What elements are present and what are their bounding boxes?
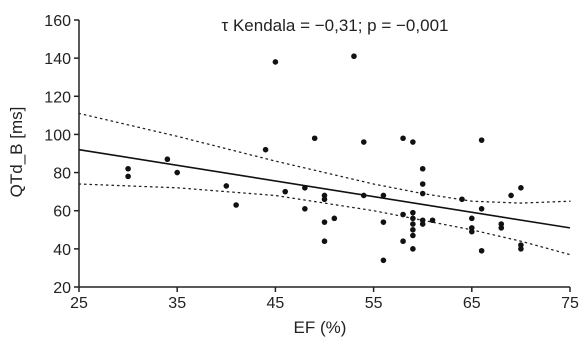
data-point xyxy=(174,169,180,176)
data-point xyxy=(410,209,416,216)
y-tick-label: 100 xyxy=(44,127,71,144)
stats-annotation: τ Kendala = −0,31; p = −0,001 xyxy=(222,16,449,35)
data-point xyxy=(302,206,308,212)
x-tick-label: 55 xyxy=(365,295,383,312)
data-point xyxy=(410,246,416,252)
x-tick-label: 45 xyxy=(267,295,285,312)
y-tick-label: 60 xyxy=(53,204,71,221)
axes xyxy=(74,19,571,292)
data-point xyxy=(321,196,328,203)
x-tick-label: 75 xyxy=(561,295,579,312)
data-point xyxy=(419,181,426,187)
data-point xyxy=(351,53,357,60)
regression xyxy=(78,148,571,229)
data-point xyxy=(419,190,426,197)
data-point xyxy=(380,219,387,225)
regression-line xyxy=(78,148,571,229)
data-point xyxy=(400,211,406,218)
data-point xyxy=(419,165,426,172)
y-tick-label: 20 xyxy=(53,280,71,297)
data-point xyxy=(518,246,524,252)
data-point xyxy=(233,202,239,208)
x-tick-label: 65 xyxy=(463,295,481,312)
data-point xyxy=(410,232,416,239)
x-tick-label: 35 xyxy=(168,295,186,312)
data-point xyxy=(410,221,416,227)
y-tick-label: 160 xyxy=(44,13,71,30)
data-point xyxy=(459,196,465,203)
tick-labels: 20 40 60 80 100 120 140 160 25 35 45 55 65 75 xyxy=(44,13,579,312)
y-tick-label: 40 xyxy=(53,242,71,259)
data-point xyxy=(302,185,308,191)
data-point xyxy=(419,221,426,227)
data-point xyxy=(331,215,338,222)
data-point xyxy=(223,183,230,189)
data-point xyxy=(478,206,485,212)
x-axis-title: EF (%) xyxy=(294,318,347,337)
y-axis-title: QTd_B [ms] xyxy=(7,107,26,198)
data-point xyxy=(164,156,171,163)
data-point xyxy=(410,215,416,222)
data-point xyxy=(360,192,367,199)
data-point xyxy=(321,219,328,225)
data-point xyxy=(282,188,289,195)
x-tick-label: 25 xyxy=(70,295,88,312)
data-point xyxy=(518,185,524,191)
data-point xyxy=(498,225,505,231)
data-point xyxy=(125,165,131,172)
data-point xyxy=(272,59,279,65)
data-point xyxy=(400,238,406,245)
y-tick-label: 120 xyxy=(44,89,71,106)
data-point xyxy=(469,228,475,235)
y-tick-label: 140 xyxy=(44,51,71,68)
data-point xyxy=(380,257,387,264)
data-point xyxy=(478,137,485,143)
data-point xyxy=(125,173,131,180)
data-point xyxy=(478,247,485,254)
data-point xyxy=(400,135,406,142)
data-point xyxy=(311,135,318,142)
data-point xyxy=(360,139,367,145)
data-point xyxy=(429,217,436,224)
data-point xyxy=(410,226,416,233)
data-points xyxy=(125,53,524,264)
data-point xyxy=(262,146,269,153)
data-point xyxy=(508,192,514,199)
data-point xyxy=(380,192,387,199)
y-tick-label: 80 xyxy=(53,166,71,183)
data-point xyxy=(469,215,475,222)
data-point xyxy=(321,238,328,245)
data-point xyxy=(410,139,416,145)
